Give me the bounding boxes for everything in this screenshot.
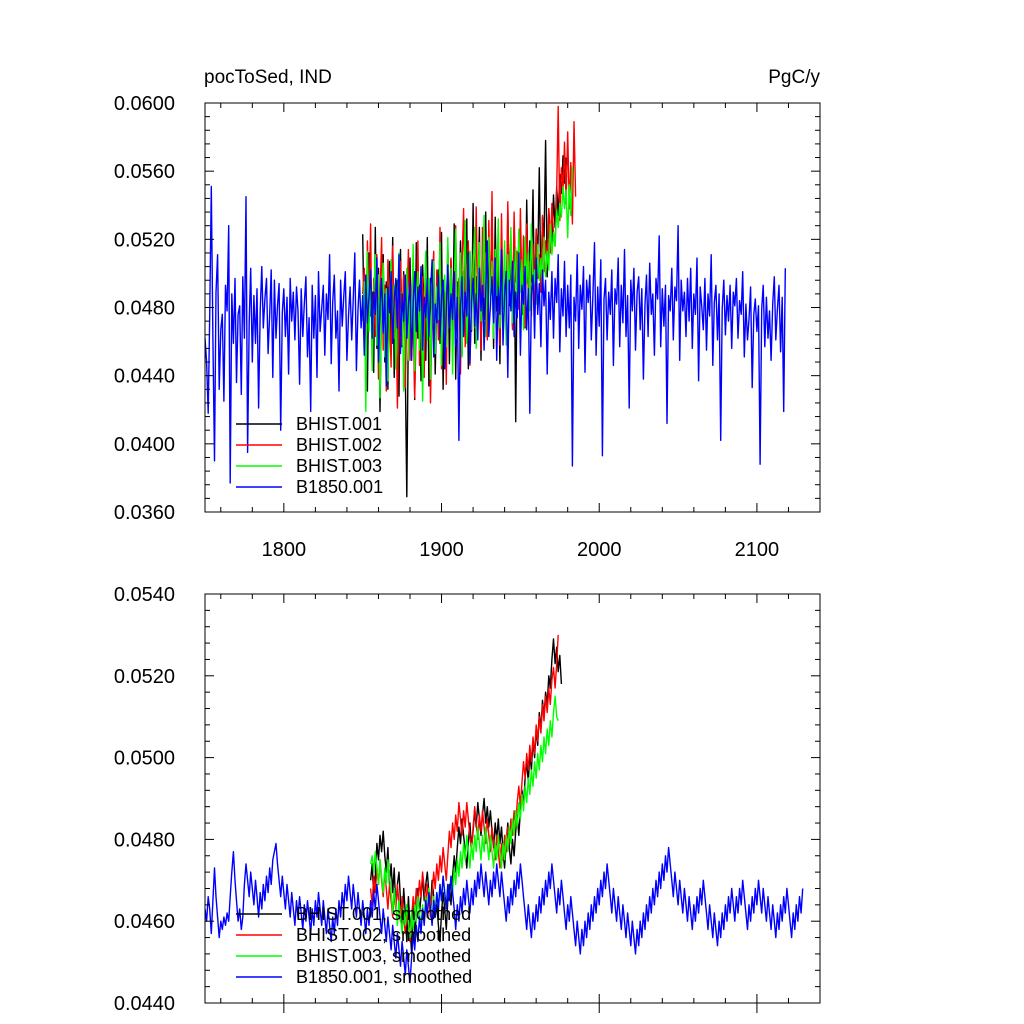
bottom-legend-label-2: BHIST.003, smoothed	[296, 946, 471, 966]
top-legend-label-0: BHIST.001	[296, 414, 382, 434]
top-legend-label-2: BHIST.003	[296, 456, 382, 476]
bottom-y-tick-label: 0.0440	[114, 993, 175, 1015]
bottom-legend-label-1: BHIST.002, smoothed	[296, 925, 471, 945]
bottom-y-tick-label: 0.0480	[114, 829, 175, 851]
bottom-y-tick-label: 0.0460	[114, 911, 175, 933]
top-panel: pocToSed, IND PgC/y BHIST.001BHIST.002BH…	[114, 67, 821, 561]
top-x-tick-label: 1900	[419, 539, 464, 561]
bottom-series-line-3	[205, 842, 804, 984]
top-series-lines	[205, 105, 786, 498]
bottom-legend-label-3: B1850.001, smoothed	[296, 967, 472, 987]
top-y-tick-label: 0.0400	[114, 434, 175, 456]
top-y-tick-label: 0.0520	[114, 229, 175, 251]
bottom-panel-frame	[204, 593, 821, 1004]
top-y-tick-label: 0.0480	[114, 298, 175, 320]
top-x-tick-label: 1800	[262, 539, 307, 561]
top-legend-label-1: BHIST.002	[296, 435, 382, 455]
bottom-y-tick-label: 0.0540	[114, 584, 175, 606]
top-panel-plot-layer	[205, 105, 786, 498]
bottom-y-tick-label: 0.0500	[114, 748, 175, 770]
bottom-legend-label-0: BHIST.001, smoothed	[296, 904, 471, 924]
top-panel-title: pocToSed, IND	[204, 67, 332, 88]
bottom-y-tick-label: 0.0520	[114, 666, 175, 688]
bottom-series-line-2	[369, 695, 559, 939]
top-x-tick-label: 2100	[735, 539, 780, 561]
bottom-panel-plot-layer	[205, 634, 804, 984]
bottom-series-line-1	[369, 634, 559, 943]
top-y-tick-label: 0.0560	[114, 161, 175, 183]
bottom-panel-ticks: 0.0440 0.0460 0.0480 0.0500 0.0520 0.0540	[114, 584, 821, 1015]
bottom-series-lines	[205, 634, 804, 984]
top-y-tick-label: 0.0360	[114, 502, 175, 524]
top-series-line-3	[205, 185, 786, 484]
top-x-tick-label: 2000	[577, 539, 622, 561]
top-y-tick-label: 0.0440	[114, 366, 175, 388]
top-y-tick-label: 0.0600	[114, 93, 175, 115]
top-panel-units: PgC/y	[768, 67, 820, 88]
top-panel-frame	[204, 102, 821, 513]
top-legend-label-3: B1850.001	[296, 477, 383, 497]
